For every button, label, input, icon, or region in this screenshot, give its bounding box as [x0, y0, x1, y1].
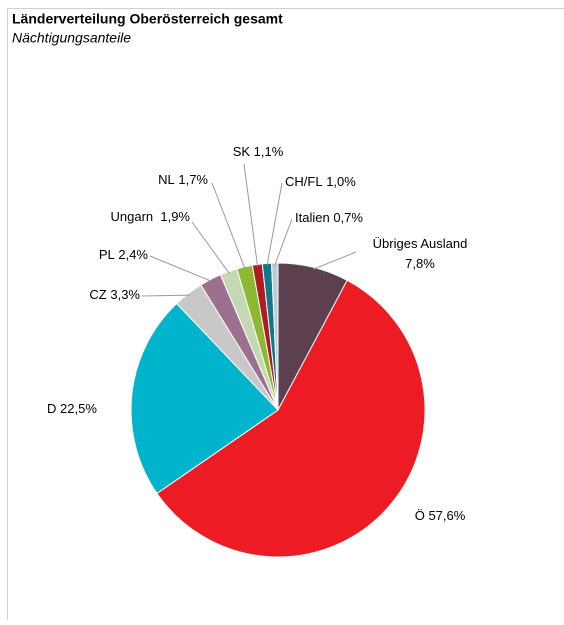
pie-slice — [130, 302, 279, 495]
label-value: 0,7% — [333, 210, 363, 225]
label-category: Italien — [295, 210, 330, 225]
pie-slice — [156, 279, 426, 558]
data-label: SK 1,1% — [233, 144, 284, 159]
data-label: Italien 0,7% — [295, 210, 363, 225]
leader-line — [141, 294, 190, 297]
data-label: D 22,5% — [47, 401, 97, 416]
label-value: 1,7% — [178, 172, 208, 187]
label-category: Übriges Ausland — [373, 236, 468, 251]
label-category: D — [47, 401, 56, 416]
label-category: PL — [99, 247, 115, 262]
leader-line — [274, 218, 293, 266]
label-value: 22,5% — [60, 401, 97, 416]
label-category: NL — [158, 172, 175, 187]
data-label: PL 2,4% — [99, 247, 149, 262]
leader-line — [312, 251, 357, 270]
data-label: CZ 3,3% — [89, 287, 140, 302]
label-value: 1,9% — [160, 209, 190, 224]
data-label: NL 1,7% — [158, 172, 208, 187]
leader-line — [211, 182, 246, 269]
data-label: Ungarn 1,9% — [110, 209, 190, 224]
leader-line — [266, 182, 283, 266]
data-label: Übriges Ausland 7,8% — [373, 236, 468, 271]
label-category: Ö — [415, 508, 425, 523]
data-label: Ö 57,6% — [415, 508, 466, 523]
label-value: 57,6% — [428, 508, 465, 523]
label-value: 1,1% — [254, 144, 284, 159]
label-category: CZ — [89, 287, 106, 302]
data-label: CH/FL 1,0% — [285, 174, 356, 189]
label-value: 7,8% — [405, 256, 435, 271]
leader-line — [243, 163, 259, 267]
label-value: 1,0% — [326, 174, 356, 189]
chart-title: Länderverteilung Oberösterreich gesamt — [12, 11, 283, 27]
leader-line — [191, 221, 230, 274]
label-category: Ungarn — [110, 209, 156, 224]
label-category: CH/FL — [285, 174, 323, 189]
leader-line — [149, 255, 212, 282]
pie-slice — [271, 262, 279, 411]
label-value: 3,3% — [110, 287, 140, 302]
label-category: SK — [233, 144, 251, 159]
chart-subtitle: Nächtigungsanteile — [12, 30, 131, 46]
label-value: 2,4% — [118, 247, 148, 262]
